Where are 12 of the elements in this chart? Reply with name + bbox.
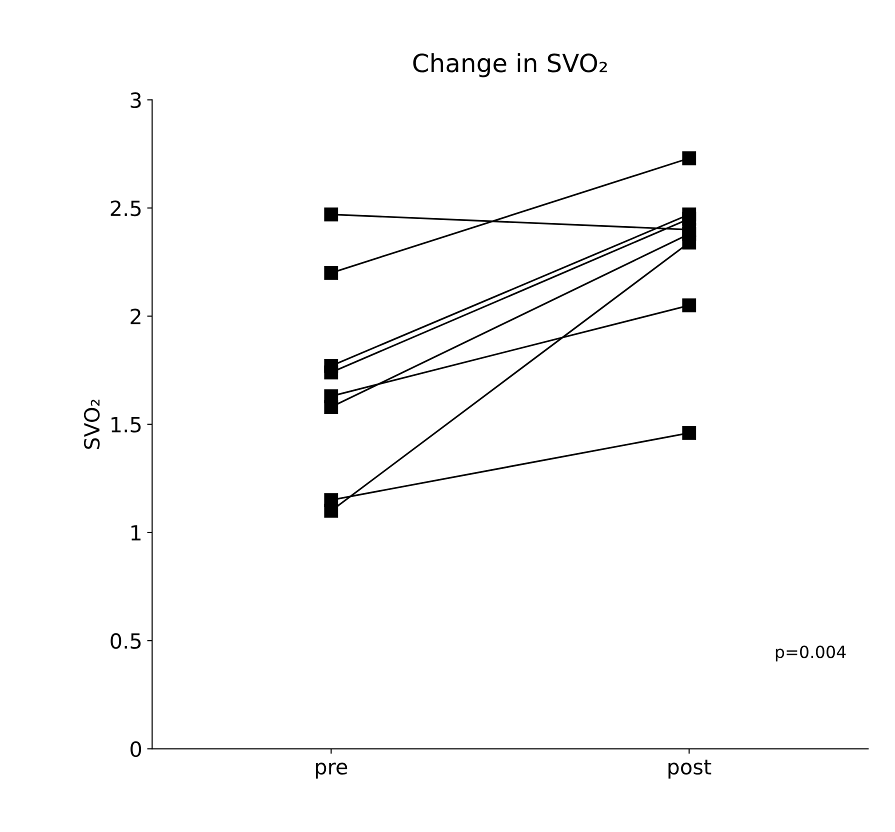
y-tick-label: 1 [131,525,141,540]
y-tick-label: 0 [130,741,142,758]
x-tick-label: pre [316,762,348,779]
y-tick-label: 1.5 [112,417,141,433]
chart-title: Change in SVO₂ [413,53,607,78]
y-tick-label: 3 [130,92,141,108]
x-tick-label: post [668,760,712,779]
annotation: p=0.004 [776,646,846,662]
y-tick-label: 2 [130,308,140,324]
y-axis-title: SVO₂ [84,400,100,449]
y-tick-label: 0.5 [110,633,141,649]
y-tick-label: 2.5 [110,200,141,216]
